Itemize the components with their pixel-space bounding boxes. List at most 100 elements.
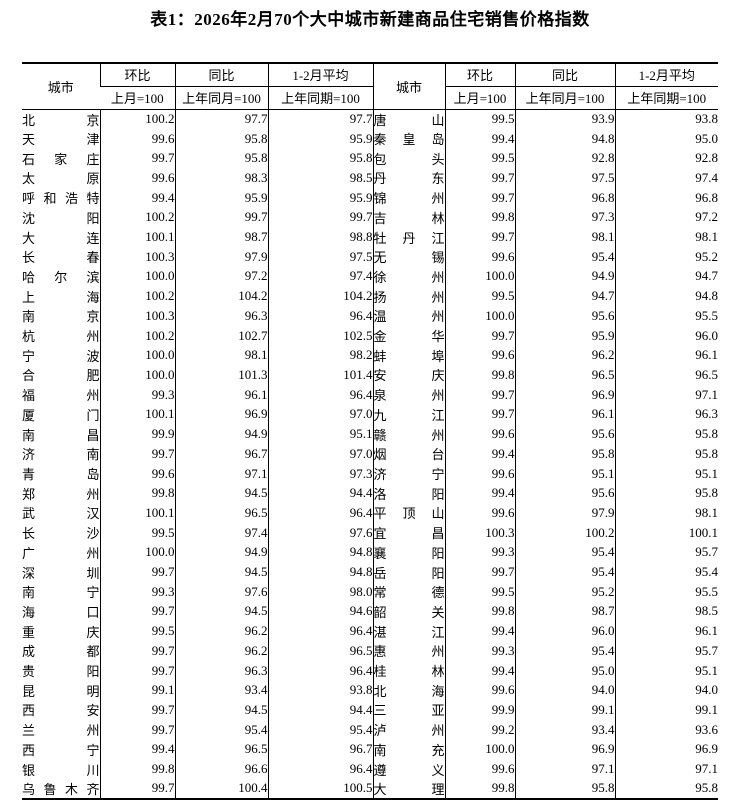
mom-cell: 99.7 [99, 148, 175, 169]
mom-cell: 99.8 [444, 365, 515, 385]
avg-cell: 95.1 [614, 660, 718, 681]
table-row: 南昌 99.9 94.9 95.1 赣州 99.6 95.6 95.8 [22, 424, 718, 444]
yoy-cell: 98.7 [174, 227, 268, 247]
mom-cell: 99.5 [99, 621, 175, 641]
avg-cell: 97.7 [267, 109, 373, 129]
avg-cell: 95.5 [614, 306, 718, 326]
avg-cell: 94.7 [614, 266, 718, 287]
mom-cell: 99.3 [99, 581, 175, 602]
yoy-cell: 98.1 [514, 227, 615, 247]
mom-cell: 99.7 [444, 384, 515, 405]
avg-cell: 98.1 [614, 503, 718, 523]
mom-cell: 99.6 [444, 345, 515, 366]
city-cell: 泸州 [372, 719, 445, 740]
yoy-cell: 95.4 [514, 640, 615, 661]
avg-cell: 95.9 [267, 128, 373, 149]
yoy-cell: 96.9 [514, 739, 615, 760]
avg-cell: 104.2 [267, 286, 373, 307]
avg-cell: 98.2 [267, 345, 373, 366]
city-cell: 宁波 [22, 348, 100, 364]
avg-cell: 95.8 [267, 148, 373, 169]
table-row: 宁波 100.0 98.1 98.2 蚌埠 99.6 96.2 96.1 [22, 345, 718, 366]
avg-cell: 97.2 [614, 207, 718, 228]
avg-cell: 96.4 [267, 503, 373, 523]
yoy-cell: 104.2 [174, 286, 268, 307]
city-cell: 温州 [372, 306, 445, 326]
city-cell: 西宁 [22, 742, 100, 758]
mom-cell: 99.4 [444, 660, 515, 681]
city-cell: 南京 [22, 309, 100, 325]
yoy-cell: 95.6 [514, 424, 615, 444]
yoy-cell: 97.9 [514, 503, 615, 523]
yoy-cell: 99.1 [514, 700, 615, 720]
table-row: 兰州 99.7 95.4 95.4 泸州 99.2 93.4 93.6 [22, 719, 718, 740]
mom-cell: 99.7 [99, 562, 175, 582]
city-cell: 桂林 [372, 660, 445, 681]
yoy-cell: 96.7 [174, 443, 268, 464]
col-header-yoy-left: 同比 [174, 63, 268, 87]
yoy-cell: 95.0 [514, 660, 615, 681]
yoy-cell: 96.8 [514, 187, 615, 208]
yoy-cell: 94.5 [174, 700, 268, 720]
header-row-top: 城市 环比 同比 1-2月平均 城市 环比 同比 1-2月平均 [22, 63, 718, 110]
table-row: 石家庄 99.7 95.8 95.8 包头 99.5 92.8 92.8 [22, 148, 718, 169]
city-cell: 赣州 [372, 424, 445, 444]
city-cell: 宜昌 [372, 522, 445, 543]
city-cell: 平顶山 [372, 503, 445, 523]
avg-cell: 95.5 [614, 581, 718, 602]
mom-cell: 99.5 [444, 148, 515, 169]
avg-cell: 95.1 [267, 424, 373, 444]
yoy-cell: 94.9 [514, 266, 615, 287]
avg-cell: 96.5 [614, 365, 718, 385]
mom-cell: 99.6 [444, 246, 515, 267]
mom-cell: 99.8 [99, 759, 175, 779]
avg-cell: 97.0 [267, 404, 373, 425]
city-cell: 韶关 [372, 601, 445, 622]
table-header: 城市 环比 同比 1-2月平均 城市 环比 同比 1-2月平均 上月=100 上… [22, 63, 718, 110]
table-row: 合肥 100.0 101.3 101.4 安庆 99.8 96.5 96.5 [22, 365, 718, 385]
yoy-cell: 95.4 [174, 719, 268, 740]
table-row: 上海 100.2 104.2 104.2 扬州 99.5 94.7 94.8 [22, 286, 718, 307]
yoy-cell: 94.9 [174, 542, 268, 563]
yoy-cell: 96.2 [514, 345, 615, 366]
mom-cell: 99.7 [99, 719, 175, 740]
yoy-cell: 100.2 [514, 522, 615, 543]
yoy-cell: 92.8 [514, 148, 615, 169]
yoy-cell: 97.9 [174, 246, 268, 267]
yoy-cell: 98.7 [514, 601, 615, 622]
avg-cell: 96.9 [614, 739, 718, 760]
avg-cell: 97.4 [267, 266, 373, 287]
yoy-cell: 97.1 [514, 759, 615, 779]
city-cell: 岳阳 [372, 562, 445, 582]
mom-cell: 99.3 [444, 542, 515, 563]
table-body: 北京 100.2 97.7 97.7 唐山 99.5 93.9 93.8 天津 99.6 95.8 9… [22, 109, 718, 799]
avg-cell: 94.0 [614, 680, 718, 701]
table-row: 长沙 99.5 97.4 97.6 宜昌 100.3 100.2 100.1 [22, 522, 718, 543]
avg-cell: 95.8 [614, 424, 718, 444]
table-row: 西宁 99.4 96.5 96.7 南充 100.0 96.9 96.9 [22, 739, 718, 760]
yoy-cell: 94.5 [174, 483, 268, 504]
mom-cell: 100.1 [99, 227, 175, 247]
yoy-cell: 94.5 [174, 562, 268, 582]
yoy-cell: 95.8 [514, 443, 615, 464]
city-cell: 上海 [22, 289, 100, 305]
mom-cell: 100.2 [99, 109, 175, 129]
yoy-cell: 97.3 [514, 207, 615, 228]
yoy-cell: 94.0 [514, 680, 615, 701]
table-row: 济南 99.7 96.7 97.0 烟台 99.4 95.8 95.8 [22, 443, 718, 464]
city-cell: 石家庄 [22, 151, 100, 167]
yoy-cell: 96.2 [174, 621, 268, 641]
mom-cell: 100.0 [99, 266, 175, 287]
avg-cell: 96.0 [614, 325, 718, 346]
mom-cell: 99.5 [444, 581, 515, 602]
avg-cell: 96.8 [614, 187, 718, 208]
city-cell: 兰州 [22, 723, 100, 739]
city-cell: 天津 [22, 132, 100, 148]
yoy-cell: 96.9 [174, 404, 268, 425]
mom-cell: 100.0 [444, 739, 515, 760]
mom-cell: 100.2 [99, 286, 175, 307]
col-header-city-right: 城市 [372, 63, 445, 110]
avg-cell: 93.8 [267, 680, 373, 701]
avg-cell: 94.4 [267, 700, 373, 720]
mom-cell: 99.4 [444, 621, 515, 641]
